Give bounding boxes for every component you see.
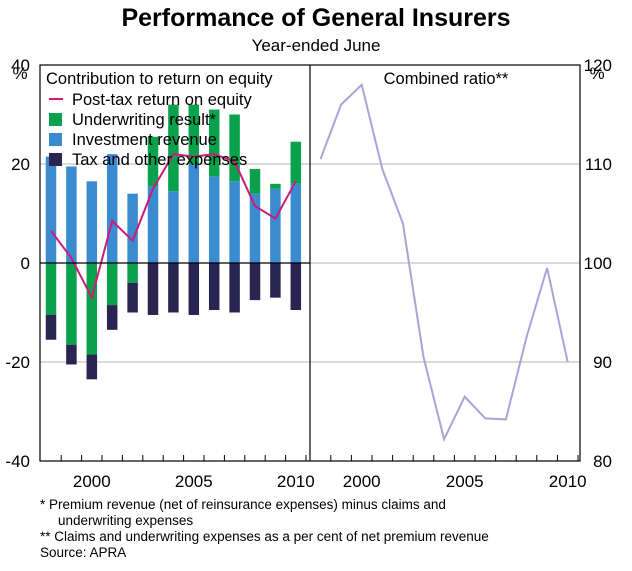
- x-tick-label-left: 2005: [175, 472, 213, 491]
- bar-underwriting-result--2002: [127, 263, 138, 283]
- bar-marks: [45, 104, 302, 380]
- post-tax-roe-line: [50, 153, 297, 301]
- y-tick-label-left: 0: [21, 254, 30, 273]
- y-tick-label-right: 90: [593, 353, 612, 372]
- footnote-1: * Premium revenue (net of reinsurance ex…: [40, 497, 446, 512]
- bar-tax-and-other-expenses-2004: [168, 263, 179, 313]
- legend: Post-tax return on equity Underwriting re…: [49, 91, 253, 169]
- x-tick-label-right: 2000: [343, 472, 381, 491]
- right-axis-unit: %: [589, 64, 604, 83]
- bar-underwriting-result--2008: [249, 168, 261, 194]
- right-panel-title: Combined ratio**: [384, 70, 509, 88]
- bar-tax-and-other-expenses-2003: [147, 263, 159, 315]
- bar-tax-and-other-expenses-2001: [106, 305, 118, 330]
- combined-ratio-line: [319, 82, 569, 443]
- bar-investment-revenue-2000: [86, 181, 98, 263]
- legend-swatch-box: [49, 113, 62, 126]
- bar-tax-and-other-expenses-1998: [45, 314, 57, 340]
- bar-underwriting-result--2004: [168, 104, 179, 192]
- bar-investment-revenue-2002: [127, 193, 138, 263]
- y-tick-label-left: -20: [5, 353, 30, 372]
- bar-tax-and-other-expenses-2008: [249, 263, 261, 301]
- plot-frame: [39, 64, 581, 462]
- footnote-1-cont: underwriting expenses: [58, 513, 194, 528]
- bar-underwriting-result--2007: [229, 114, 240, 182]
- chart-title: Performance of General Insurers: [121, 4, 511, 32]
- bar-tax-and-other-expenses-2006: [208, 263, 220, 311]
- bar-underwriting-result--2005: [188, 104, 200, 164]
- bar-tax-and-other-expenses-2007: [229, 263, 240, 313]
- y-tick-label-right: 100: [584, 254, 612, 273]
- footnote-2: ** Claims and underwriting expenses as a…: [40, 529, 489, 544]
- y-tick-label-left: -40: [5, 452, 30, 471]
- bar-underwriting-result--2006: [208, 109, 220, 177]
- bar-underwriting-result--2000: [86, 263, 98, 355]
- bar-underwriting-result--2003: [147, 136, 159, 187]
- legend-label: Tax and other expenses: [72, 151, 247, 169]
- y-tick-label-right: 120: [584, 56, 612, 75]
- bar-tax-and-other-expenses-2005: [188, 263, 200, 315]
- y-tick-label-right: 80: [593, 452, 612, 471]
- bar-tax-and-other-expenses-2002: [127, 282, 138, 313]
- left-panel-title: Contribution to return on equity: [46, 70, 273, 88]
- x-tick-label-left: 2010: [277, 472, 315, 491]
- bar-investment-revenue-2008: [249, 193, 261, 263]
- bar-underwriting-result--2009: [270, 183, 281, 189]
- bar-investment-revenue-2005: [188, 164, 200, 263]
- bar-investment-revenue-1998: [45, 156, 57, 263]
- legend-label: Investment revenue: [72, 131, 217, 149]
- bar-tax-and-other-expenses-2009: [270, 263, 281, 298]
- bar-underwriting-result--2010: [290, 141, 302, 184]
- legend-label: Post-tax return on equity: [72, 91, 253, 109]
- left-axis-unit: %: [12, 64, 27, 83]
- line-marks: [40, 82, 569, 443]
- bar-investment-revenue-2006: [208, 176, 220, 263]
- x-tick-label-left: 2000: [73, 472, 111, 491]
- bar-underwriting-result--2001: [106, 263, 118, 306]
- bar-underwriting-result--1998: [45, 263, 57, 315]
- bar-investment-revenue-2010: [290, 183, 302, 263]
- bar-tax-and-other-expenses-1999: [66, 344, 77, 365]
- y-tick-label-left: 20: [11, 155, 30, 174]
- bar-investment-revenue-2003: [147, 186, 159, 263]
- y-tick-label-right: 110: [585, 155, 612, 174]
- x-tick-label-right: 2005: [446, 472, 484, 491]
- y-tick-label-left: 40: [11, 56, 30, 75]
- tick-labels: -40 -20 0 20 40 80 90 100 110 120 2000 2005 2010 2000…: [5, 56, 612, 491]
- bar-tax-and-other-expenses-2000: [86, 354, 98, 380]
- bar-investment-revenue-2009: [270, 188, 281, 263]
- bar-tax-and-other-expenses-2010: [290, 263, 302, 311]
- bar-investment-revenue-2004: [168, 191, 179, 263]
- bar-investment-revenue-1999: [66, 166, 77, 263]
- source-note: Source: APRA: [40, 545, 127, 560]
- legend-swatch-box: [49, 133, 62, 146]
- x-tick-label-right: 2010: [549, 472, 587, 491]
- chart-subtitle: Year-ended June: [251, 36, 381, 55]
- legend-label: Underwriting result*: [72, 111, 217, 129]
- footnotes: * Premium revenue (net of reinsurance ex…: [40, 497, 489, 561]
- bar-underwriting-result--1999: [66, 263, 77, 345]
- legend-swatch-box: [49, 153, 62, 166]
- bar-investment-revenue-2007: [229, 181, 240, 263]
- bar-investment-revenue-2001: [106, 154, 118, 263]
